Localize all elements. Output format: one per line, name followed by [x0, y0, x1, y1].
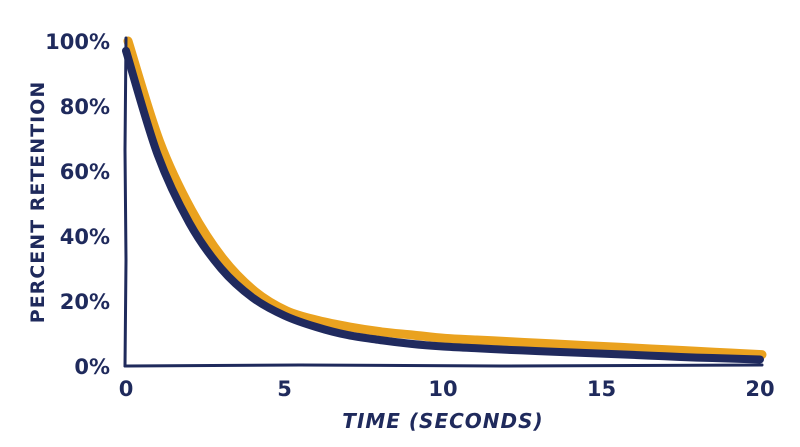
y-tick-label: 20% — [60, 290, 110, 314]
x-axis-line — [123, 363, 764, 368]
y-tick-label: 0% — [74, 355, 110, 379]
axes-layer — [123, 36, 764, 368]
x-axis-title: TIME (SECONDS) — [342, 409, 543, 433]
series-line-orange — [123, 36, 767, 360]
series-line-navy — [122, 46, 764, 364]
x-tick-labels: 0 5 10 15 20 — [119, 377, 775, 401]
x-tick-label: 10 — [428, 377, 457, 401]
y-tick-label: 60% — [60, 160, 110, 184]
x-tick-label: 0 — [119, 377, 134, 401]
y-tick-label: 100% — [45, 30, 110, 54]
y-axis-title: PERCENT RETENTION — [27, 81, 49, 323]
y-tick-label: 80% — [60, 95, 110, 119]
y-tick-labels: 0% 20% 40% 60% 80% 100% — [45, 30, 110, 379]
x-tick-label: 20 — [745, 377, 774, 401]
series-layer — [122, 36, 767, 364]
x-tick-label: 5 — [277, 377, 292, 401]
y-tick-label: 40% — [60, 225, 110, 249]
y-axis-line — [123, 36, 128, 368]
x-tick-label: 15 — [587, 377, 616, 401]
